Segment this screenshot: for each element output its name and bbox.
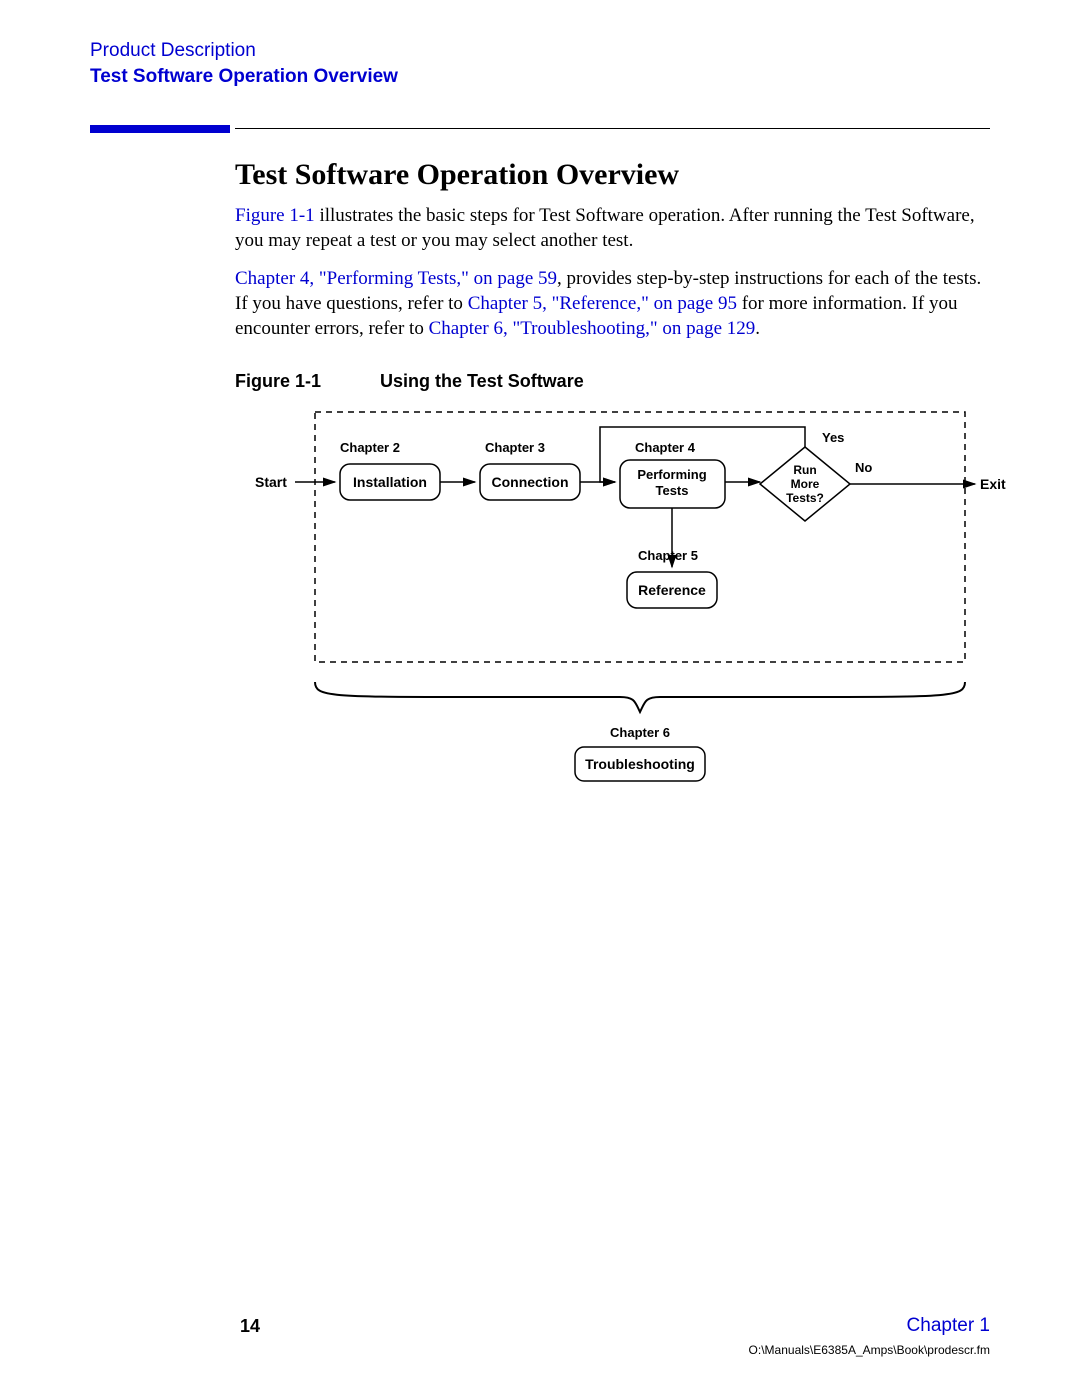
blue-accent-bar bbox=[90, 125, 230, 133]
ch2-label: Chapter 2 bbox=[340, 440, 400, 455]
reference-text: Reference bbox=[638, 582, 706, 598]
figure-label: Figure 1-1 Using the Test Software bbox=[235, 371, 995, 392]
no-label: No bbox=[855, 460, 872, 475]
exit-label: Exit bbox=[980, 476, 1006, 492]
connection-text: Connection bbox=[492, 474, 569, 490]
content-area: Test Software Operation Overview Figure … bbox=[235, 158, 995, 807]
page-header: Product Description Test Software Operat… bbox=[90, 40, 398, 88]
paragraph-1: Figure 1-1 illustrates the basic steps f… bbox=[235, 204, 995, 253]
ch6-label: Chapter 6 bbox=[610, 725, 670, 740]
figure-caption: Using the Test Software bbox=[380, 371, 584, 391]
performing-text: Performing bbox=[637, 467, 706, 482]
ch5-label: Chapter 5 bbox=[638, 548, 698, 563]
para1-text: illustrates the basic steps for Test Sof… bbox=[235, 205, 975, 251]
curly-brace bbox=[315, 682, 965, 712]
ch4-label: Chapter 4 bbox=[635, 440, 696, 455]
header-line1: Product Description bbox=[90, 40, 398, 62]
link-chapter-4[interactable]: Chapter 4, "Performing Tests," on page 5… bbox=[235, 268, 557, 289]
footer-chapter: Chapter 1 bbox=[907, 1315, 990, 1337]
yes-label: Yes bbox=[822, 430, 844, 445]
page-title: Test Software Operation Overview bbox=[235, 158, 995, 192]
paragraph-2: Chapter 4, "Performing Tests," on page 5… bbox=[235, 267, 995, 341]
start-label: Start bbox=[255, 474, 287, 490]
footer-path: O:\Manuals\E6385A_Amps\Book\prodescr.fm bbox=[749, 1343, 990, 1357]
link-chapter-6[interactable]: Chapter 6, "Troubleshooting," on page 12… bbox=[429, 318, 756, 339]
link-chapter-5[interactable]: Chapter 5, "Reference," on page 95 bbox=[468, 293, 737, 314]
run-text: Run bbox=[793, 463, 816, 477]
header-divider bbox=[235, 128, 990, 129]
tests-text: Tests bbox=[656, 483, 689, 498]
page-number: 14 bbox=[240, 1316, 260, 1337]
header-line2: Test Software Operation Overview bbox=[90, 66, 398, 88]
link-figure-1-1[interactable]: Figure 1-1 bbox=[235, 205, 315, 226]
ch3-label: Chapter 3 bbox=[485, 440, 545, 455]
installation-text: Installation bbox=[353, 474, 427, 490]
figure-number: Figure 1-1 bbox=[235, 371, 375, 392]
more-text: More bbox=[791, 477, 820, 491]
para2-text-f: . bbox=[755, 318, 760, 339]
testsq-text: Tests? bbox=[786, 491, 824, 505]
troubleshooting-text: Troubleshooting bbox=[585, 756, 695, 772]
flowchart: Start Chapter 2 Installation Chapter 3 C… bbox=[235, 402, 1055, 802]
